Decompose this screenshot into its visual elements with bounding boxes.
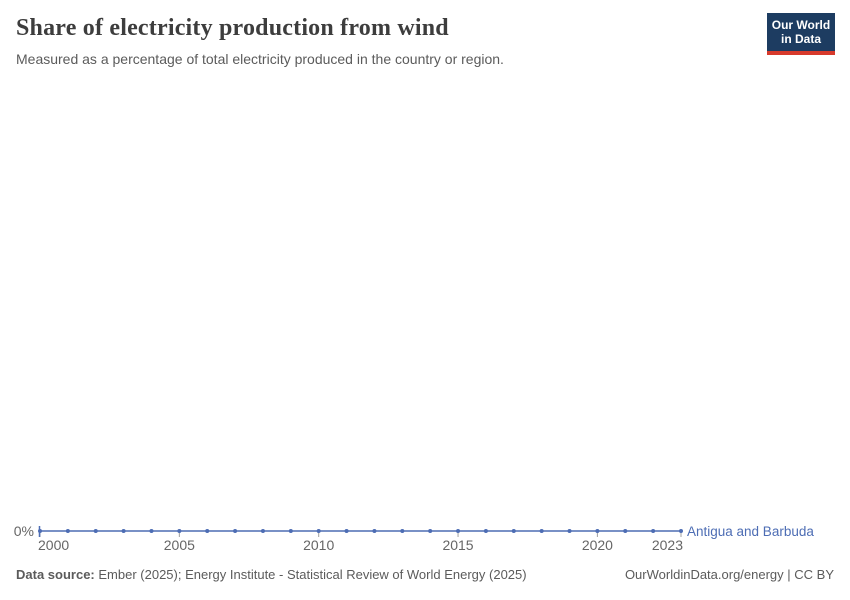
chart-footer: Data source: Ember (2025); Energy Instit… (16, 567, 834, 584)
data-point[interactable] (679, 529, 683, 533)
data-point[interactable] (400, 529, 405, 533)
x-tick-label: 2023 (652, 537, 683, 553)
data-point[interactable] (595, 529, 600, 533)
data-point[interactable] (205, 529, 210, 533)
data-point[interactable] (233, 529, 238, 533)
data-point[interactable] (93, 529, 98, 533)
data-source-text: Ember (2025); Energy Institute - Statist… (98, 567, 527, 582)
data-point[interactable] (511, 529, 516, 533)
data-point[interactable] (539, 529, 544, 533)
data-point[interactable] (65, 529, 70, 533)
license-link[interactable]: OurWorldinData.org/energy | CC BY (624, 567, 834, 582)
owid-logo[interactable]: Our World in Data (767, 13, 835, 55)
x-tick-label: 2015 (442, 537, 473, 553)
data-point[interactable] (177, 529, 182, 533)
data-point[interactable] (316, 529, 321, 533)
owid-logo-line1: Our World (771, 17, 831, 32)
data-source-label: Data source: (16, 567, 95, 582)
data-point[interactable] (121, 529, 126, 533)
data-point[interactable] (651, 529, 656, 533)
data-point[interactable] (38, 529, 42, 533)
data-point[interactable] (372, 529, 377, 533)
chart-header: Share of electricity production from win… (16, 14, 834, 68)
data-point[interactable] (149, 529, 154, 533)
data-point[interactable] (623, 529, 628, 533)
chart-subtitle: Measured as a percentage of total electr… (16, 50, 504, 67)
x-tick-label: 2000 (38, 537, 69, 553)
data-point[interactable] (344, 529, 349, 533)
data-point[interactable] (260, 529, 265, 533)
chart-title: Share of electricity production from win… (16, 15, 449, 41)
data-point[interactable] (428, 529, 433, 533)
y-axis-label: 0% (14, 523, 34, 539)
x-tick-label: 2010 (303, 537, 334, 553)
data-point[interactable] (456, 529, 461, 533)
data-point[interactable] (567, 529, 572, 533)
data-point[interactable] (483, 529, 488, 533)
x-tick-label: 2005 (164, 537, 195, 553)
x-tick-label: 2020 (582, 537, 613, 553)
data-source: Data source: Ember (2025); Energy Instit… (16, 567, 527, 584)
owid-logo-line2: in Data (780, 32, 821, 46)
entity-label[interactable]: Antigua and Barbuda (687, 524, 814, 539)
data-point[interactable] (288, 529, 293, 533)
